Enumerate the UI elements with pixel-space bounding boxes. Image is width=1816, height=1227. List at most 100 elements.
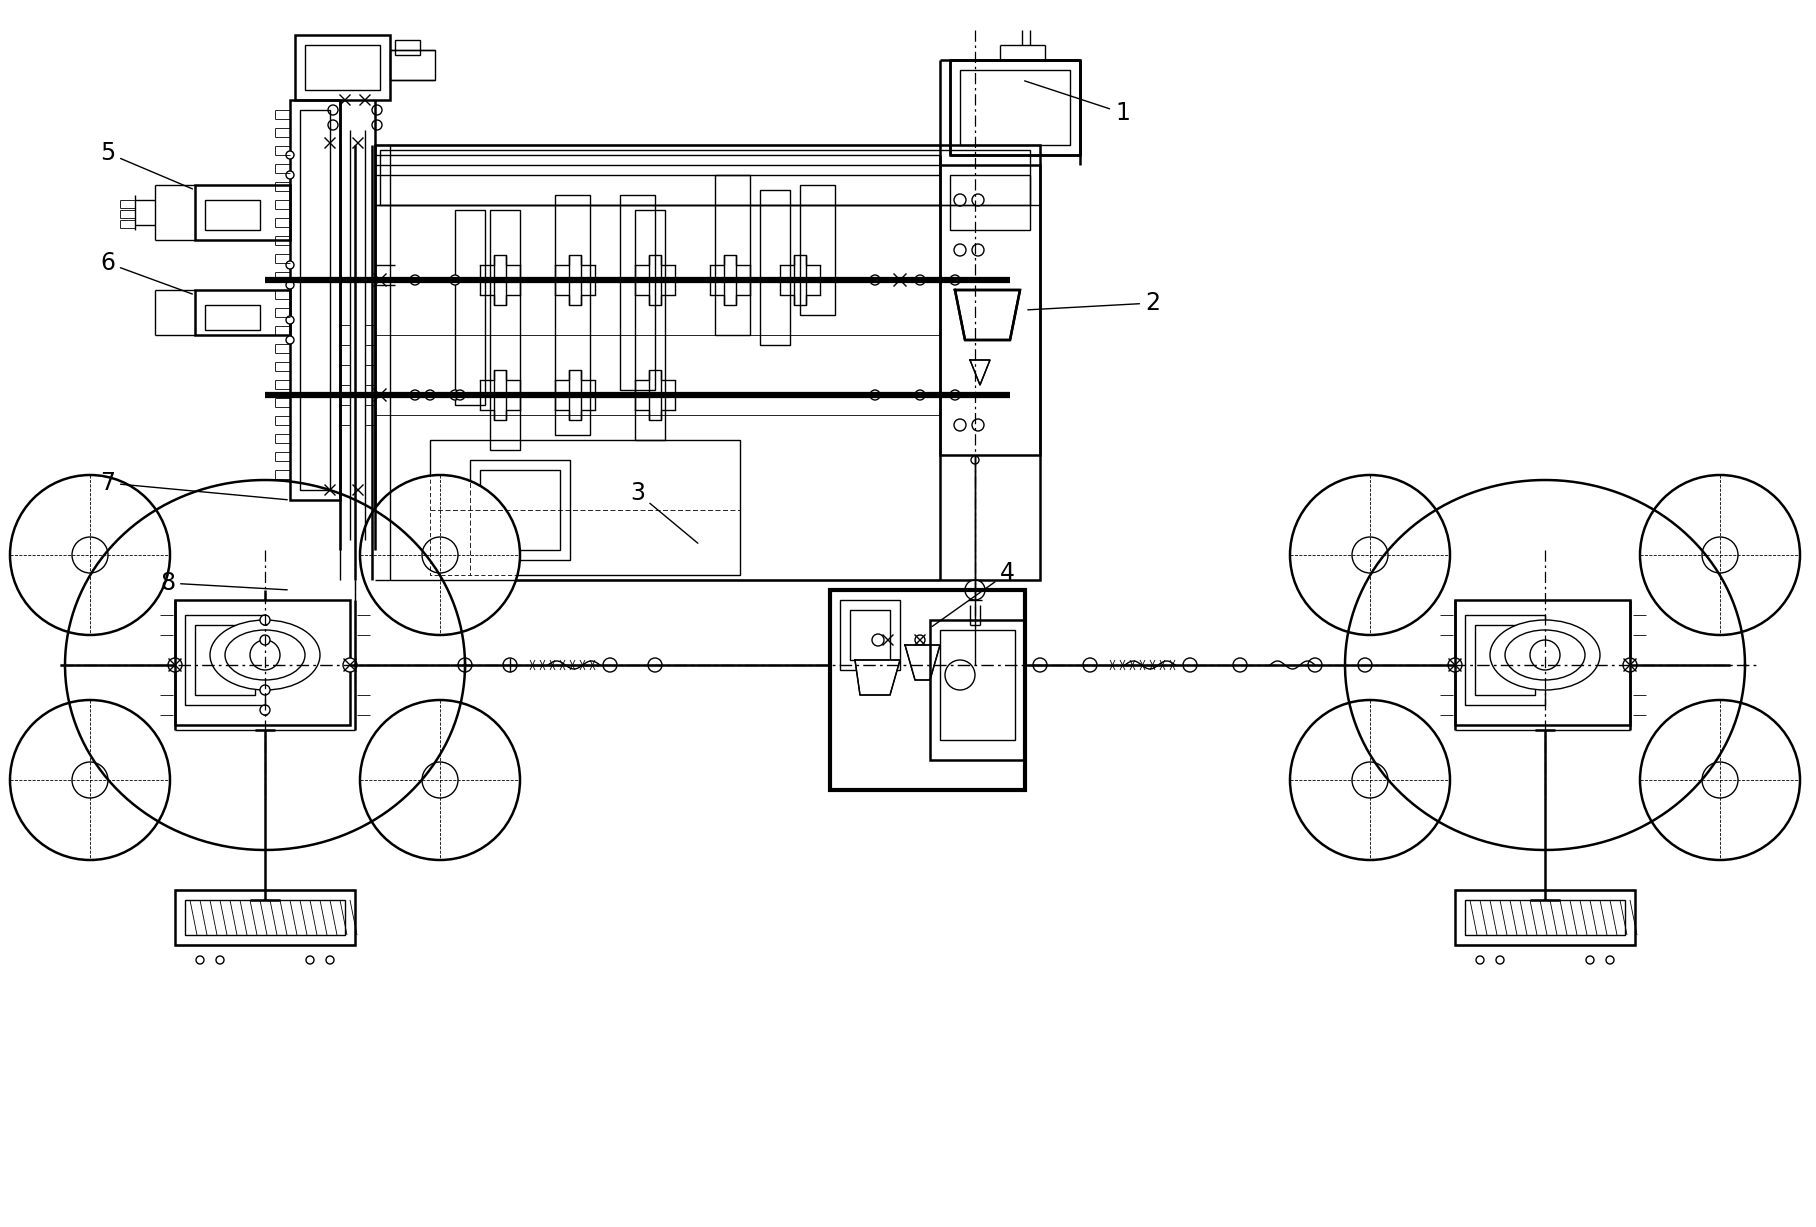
Bar (194, 625, 254, 694)
Circle shape (1447, 658, 1462, 672)
Circle shape (1033, 658, 1048, 672)
Bar (950, 175, 1030, 229)
Bar (961, 70, 1070, 145)
Circle shape (450, 275, 459, 285)
Circle shape (285, 317, 294, 324)
Bar (374, 145, 1041, 580)
Circle shape (458, 658, 472, 672)
Text: 6: 6 (100, 252, 192, 294)
Text: 7: 7 (100, 471, 287, 499)
Text: 5: 5 (100, 141, 192, 189)
Bar (930, 620, 1024, 760)
Bar (1455, 600, 1631, 725)
Bar (470, 460, 570, 560)
Circle shape (285, 336, 294, 344)
Polygon shape (855, 660, 901, 694)
Bar (305, 45, 380, 90)
Bar (941, 164, 1041, 455)
Circle shape (327, 956, 334, 964)
Bar (619, 195, 656, 390)
Circle shape (216, 956, 223, 964)
Circle shape (456, 390, 465, 400)
Circle shape (360, 475, 519, 636)
Circle shape (1289, 699, 1449, 860)
Bar (850, 610, 890, 660)
Bar (185, 615, 265, 706)
Bar (205, 200, 260, 229)
Bar (430, 440, 739, 575)
Bar (205, 306, 260, 330)
Circle shape (872, 634, 884, 645)
Circle shape (1640, 475, 1800, 636)
Bar (380, 150, 1030, 205)
Circle shape (343, 658, 358, 672)
Circle shape (260, 706, 271, 715)
Text: 2: 2 (1028, 291, 1160, 315)
Circle shape (196, 956, 203, 964)
Circle shape (260, 615, 271, 625)
Circle shape (950, 275, 961, 285)
Circle shape (1351, 537, 1387, 573)
Ellipse shape (1505, 629, 1585, 680)
Bar (291, 99, 340, 499)
Circle shape (648, 658, 663, 672)
Circle shape (1182, 658, 1197, 672)
Bar (1466, 615, 1545, 706)
Circle shape (503, 658, 518, 672)
Bar (300, 110, 331, 490)
Bar (1475, 625, 1535, 694)
Circle shape (1351, 762, 1387, 798)
Bar (194, 290, 291, 335)
Circle shape (73, 537, 107, 573)
Circle shape (964, 580, 984, 600)
Circle shape (360, 699, 519, 860)
Bar (1466, 899, 1625, 935)
Text: 4: 4 (932, 561, 1015, 627)
Bar (941, 629, 1015, 740)
Circle shape (915, 390, 924, 400)
Circle shape (372, 120, 381, 130)
Circle shape (915, 275, 924, 285)
Bar (390, 50, 436, 80)
Circle shape (944, 660, 975, 690)
Ellipse shape (1489, 620, 1600, 690)
Circle shape (870, 275, 881, 285)
Circle shape (1605, 956, 1614, 964)
Circle shape (1531, 640, 1560, 670)
Circle shape (285, 151, 294, 160)
Polygon shape (970, 360, 990, 385)
Circle shape (421, 762, 458, 798)
Circle shape (285, 171, 294, 179)
Circle shape (1358, 658, 1373, 672)
Bar (830, 590, 1024, 790)
Circle shape (73, 762, 107, 798)
Circle shape (260, 636, 271, 645)
Bar (185, 899, 345, 935)
Circle shape (421, 537, 458, 573)
Bar (194, 185, 291, 240)
Circle shape (953, 418, 966, 431)
Circle shape (1496, 956, 1504, 964)
Ellipse shape (225, 629, 305, 680)
Bar (456, 210, 485, 405)
Bar (716, 175, 750, 335)
Circle shape (1585, 956, 1594, 964)
Bar (636, 210, 665, 440)
Circle shape (410, 275, 419, 285)
Circle shape (285, 281, 294, 290)
Bar (556, 195, 590, 436)
Circle shape (870, 390, 881, 400)
Circle shape (425, 390, 436, 400)
Bar (490, 210, 519, 450)
Circle shape (1233, 658, 1248, 672)
Bar (396, 40, 419, 55)
Bar (801, 185, 835, 315)
Bar (174, 890, 354, 945)
Circle shape (11, 699, 171, 860)
Bar (1455, 890, 1634, 945)
Circle shape (251, 640, 280, 670)
Circle shape (953, 244, 966, 256)
Circle shape (450, 390, 459, 400)
Circle shape (169, 658, 182, 672)
Bar (294, 36, 390, 99)
